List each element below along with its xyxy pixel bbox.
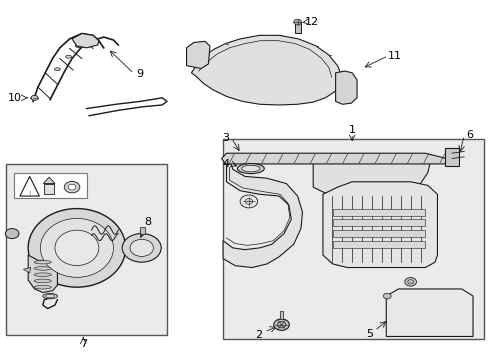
- Ellipse shape: [34, 267, 51, 270]
- Text: 1: 1: [349, 125, 356, 135]
- Circle shape: [130, 239, 153, 256]
- Text: 11: 11: [388, 51, 402, 61]
- Bar: [333, 219, 425, 226]
- Circle shape: [277, 321, 286, 328]
- Ellipse shape: [28, 208, 125, 287]
- Text: 3: 3: [222, 133, 229, 143]
- Polygon shape: [72, 33, 99, 48]
- Text: 4: 4: [222, 159, 229, 169]
- Ellipse shape: [242, 165, 260, 172]
- Circle shape: [122, 234, 161, 262]
- Ellipse shape: [55, 230, 99, 266]
- Polygon shape: [336, 71, 357, 104]
- Polygon shape: [24, 267, 30, 273]
- Polygon shape: [323, 182, 438, 267]
- Text: 12: 12: [305, 17, 319, 27]
- Text: 6: 6: [466, 130, 474, 140]
- Polygon shape: [313, 154, 430, 200]
- Circle shape: [5, 229, 19, 239]
- Ellipse shape: [40, 219, 114, 277]
- Bar: [280, 311, 283, 319]
- Bar: [140, 227, 145, 234]
- Bar: [6, 164, 167, 336]
- Ellipse shape: [34, 273, 51, 276]
- Bar: [294, 23, 300, 33]
- Bar: [14, 173, 87, 198]
- Bar: [223, 139, 484, 339]
- Circle shape: [408, 280, 414, 284]
- Circle shape: [274, 319, 289, 330]
- Circle shape: [383, 293, 391, 299]
- Polygon shape: [125, 239, 157, 249]
- Polygon shape: [192, 35, 342, 105]
- Ellipse shape: [34, 260, 51, 264]
- Text: 5: 5: [366, 329, 373, 339]
- Ellipse shape: [34, 279, 51, 283]
- Text: 10: 10: [8, 93, 22, 103]
- Circle shape: [31, 95, 38, 100]
- Circle shape: [68, 184, 76, 190]
- Polygon shape: [28, 255, 57, 293]
- Ellipse shape: [75, 45, 81, 48]
- Text: 2: 2: [255, 330, 262, 341]
- Circle shape: [64, 181, 80, 193]
- Circle shape: [245, 199, 253, 204]
- Polygon shape: [386, 289, 473, 337]
- Polygon shape: [187, 41, 210, 68]
- Circle shape: [294, 19, 301, 25]
- Ellipse shape: [34, 285, 51, 289]
- Text: 8: 8: [144, 217, 151, 227]
- Bar: [333, 241, 425, 248]
- Polygon shape: [20, 176, 39, 196]
- Ellipse shape: [238, 163, 264, 174]
- Ellipse shape: [54, 68, 60, 71]
- Ellipse shape: [66, 55, 72, 58]
- Bar: [333, 208, 425, 216]
- Polygon shape: [43, 177, 55, 184]
- Circle shape: [405, 278, 416, 286]
- Bar: [333, 230, 425, 237]
- Circle shape: [240, 195, 258, 208]
- Text: !: !: [28, 191, 31, 196]
- Polygon shape: [221, 153, 450, 164]
- Text: 9: 9: [137, 68, 144, 78]
- Bar: [445, 148, 460, 166]
- Ellipse shape: [46, 294, 54, 298]
- Text: 7: 7: [80, 339, 87, 349]
- Bar: [44, 184, 54, 194]
- Polygon shape: [223, 162, 302, 267]
- Ellipse shape: [43, 293, 57, 299]
